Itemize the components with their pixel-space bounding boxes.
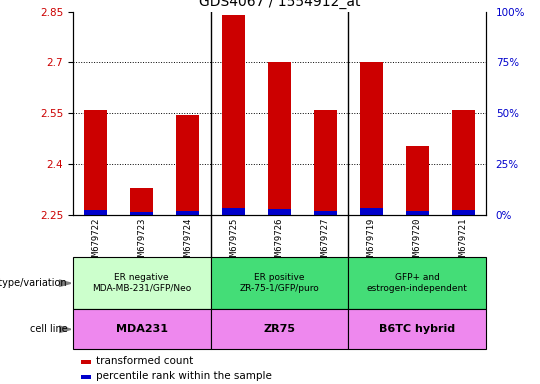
Bar (130, 212, 153, 215)
Text: GSM679722: GSM679722 (91, 217, 100, 265)
Bar (222, 15, 245, 215)
Bar (348, 257, 486, 309)
Text: GSM679720: GSM679720 (413, 217, 422, 265)
Polygon shape (59, 326, 71, 333)
Bar (176, 115, 199, 215)
Text: genotype/variation: genotype/variation (0, 278, 68, 288)
Bar (211, 257, 348, 309)
Text: percentile rank within the sample: percentile rank within the sample (96, 371, 272, 381)
Bar (314, 211, 337, 215)
Bar (268, 209, 291, 215)
Text: GSM679727: GSM679727 (321, 217, 330, 265)
Text: GSM679725: GSM679725 (229, 217, 238, 265)
Bar (314, 110, 337, 215)
Text: MDA231: MDA231 (116, 324, 168, 334)
Bar (81, 375, 91, 379)
Bar (84, 210, 107, 215)
Bar (73, 309, 211, 349)
Text: ZR75: ZR75 (264, 324, 295, 334)
Text: GSM679721: GSM679721 (458, 217, 468, 265)
Bar (348, 309, 486, 349)
Bar (84, 110, 107, 215)
Bar (81, 360, 91, 364)
Polygon shape (59, 280, 71, 286)
Text: B6TC hybrid: B6TC hybrid (379, 324, 455, 334)
Bar (406, 146, 429, 215)
Text: transformed count: transformed count (96, 356, 193, 366)
Bar (211, 309, 348, 349)
Title: GDS4067 / 1554912_at: GDS4067 / 1554912_at (199, 0, 360, 9)
Bar (451, 210, 475, 215)
Text: GSM679726: GSM679726 (275, 217, 284, 265)
Text: ER negative
MDA-MB-231/GFP/Neo: ER negative MDA-MB-231/GFP/Neo (92, 273, 191, 293)
Text: cell line: cell line (30, 324, 68, 334)
Text: GFP+ and
estrogen-independent: GFP+ and estrogen-independent (367, 273, 468, 293)
Bar (360, 62, 383, 215)
Bar (360, 208, 383, 215)
Text: GSM679724: GSM679724 (183, 217, 192, 265)
Bar (222, 208, 245, 215)
Text: GSM679719: GSM679719 (367, 217, 376, 265)
Bar (176, 211, 199, 215)
Text: ER positive
ZR-75-1/GFP/puro: ER positive ZR-75-1/GFP/puro (240, 273, 319, 293)
Text: GSM679723: GSM679723 (137, 217, 146, 265)
Bar (451, 110, 475, 215)
Bar (73, 257, 211, 309)
Bar (406, 211, 429, 215)
Bar (130, 188, 153, 215)
Bar (268, 62, 291, 215)
